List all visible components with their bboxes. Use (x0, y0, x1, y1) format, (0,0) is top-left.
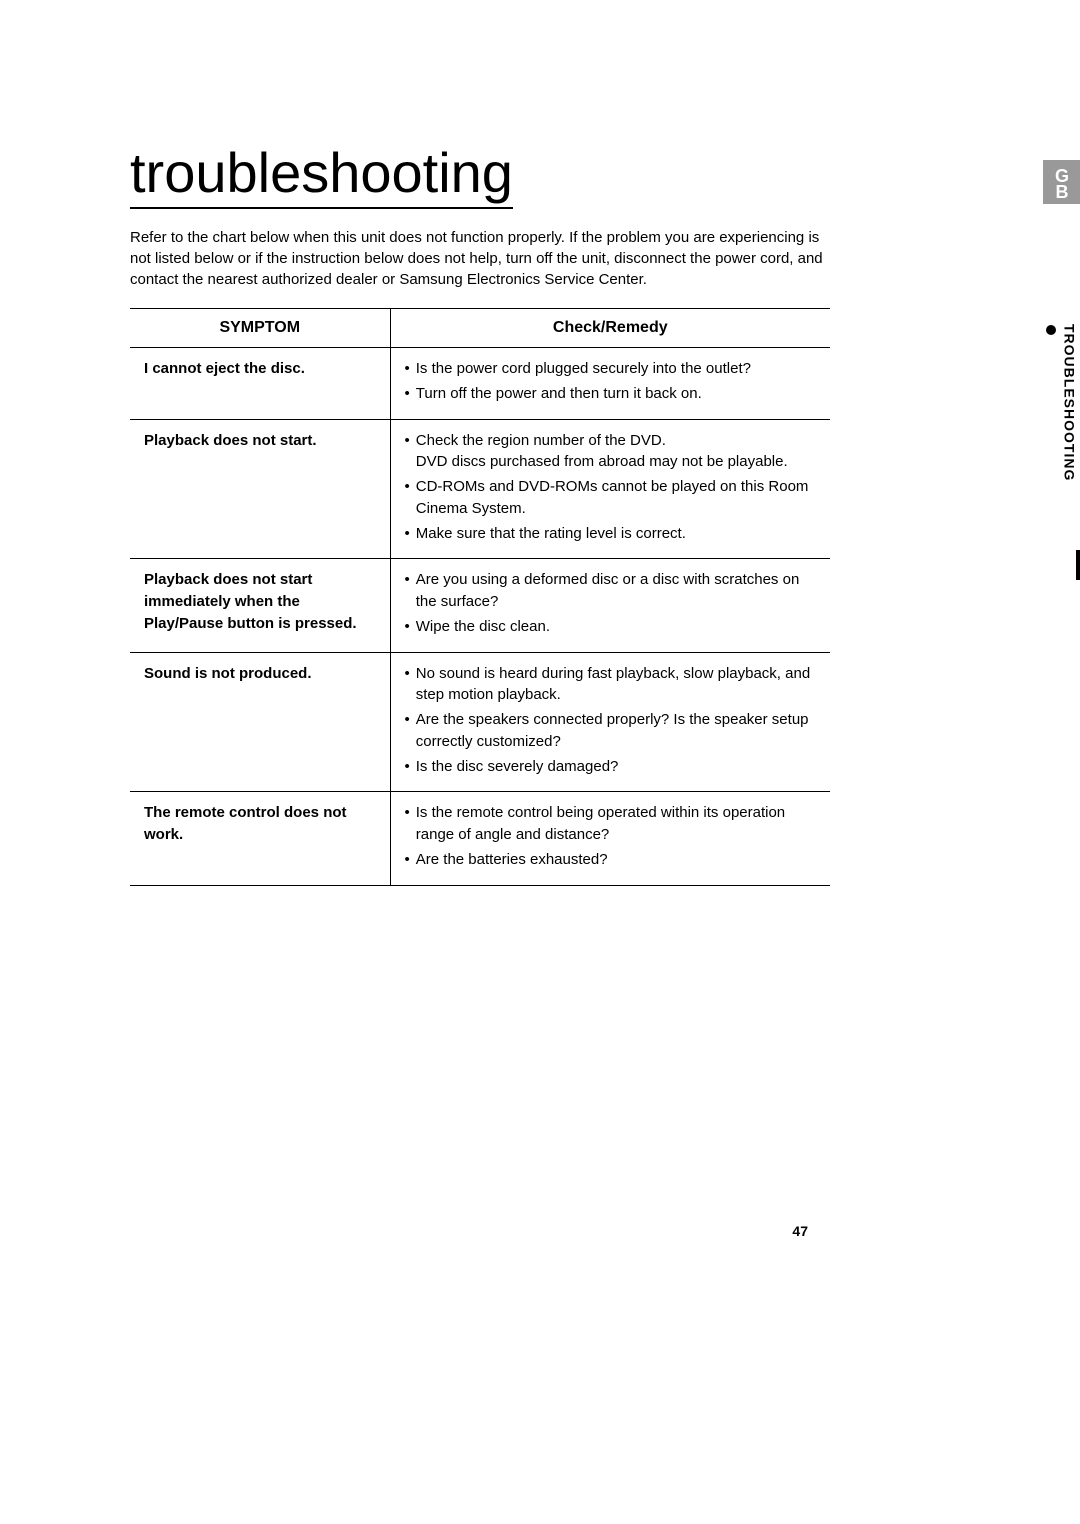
remedy-item: •Is the remote control being operated wi… (405, 802, 817, 846)
bullet-icon: • (405, 430, 410, 474)
remedy-item: • Make sure that the rating level is corr… (405, 523, 817, 545)
remedy-text: Make sure that the rating level is corre… (416, 523, 816, 545)
symptom-cell: Playback does not start. (130, 419, 390, 559)
symptom-cell: The remote control does not work. (130, 792, 390, 885)
remedy-item: • Is the disc severely damaged? (405, 756, 817, 778)
language-badge: GB (1043, 160, 1080, 204)
table-header-row: SYMPTOM Check/Remedy (130, 309, 830, 348)
bullet-icon: • (405, 709, 410, 753)
header-remedy: Check/Remedy (390, 309, 830, 348)
symptom-cell: I cannot eject the disc. (130, 348, 390, 420)
intro-paragraph: Refer to the chart below when this unit … (130, 227, 830, 290)
bullet-icon: • (405, 663, 410, 707)
remedy-text: Wipe the disc clean. (416, 616, 816, 638)
bullet-icon: • (405, 523, 410, 545)
remedy-text: Are you using a deformed disc or a disc … (416, 569, 816, 613)
remedy-text: CD-ROMs and DVD-ROMs cannot be played on… (416, 476, 816, 520)
remedy-item: • Turn off the power and then turn it bac… (405, 383, 817, 405)
remedy-item: •Are the speakers connected properly? Is… (405, 709, 817, 753)
remedy-text: Are the batteries exhausted? (416, 849, 816, 871)
remedy-item: • Wipe the disc clean. (405, 616, 817, 638)
side-marker (1076, 550, 1080, 580)
remedy-item: •CD-ROMs and DVD-ROMs cannot be played o… (405, 476, 817, 520)
remedy-cell: •Is the remote control being operated wi… (390, 792, 830, 885)
section-label: TROUBLESHOOTING (1062, 324, 1078, 481)
section-label-wrap: TROUBLESHOOTING (1046, 324, 1078, 481)
remedy-text: No sound is heard during fast playback, … (416, 663, 816, 707)
bullet-icon: • (405, 383, 410, 405)
remedy-text: Are the speakers connected properly? Is … (416, 709, 816, 753)
bullet-icon (1046, 325, 1056, 335)
table-row: Playback does not start.•Check the regio… (130, 419, 830, 559)
side-tab: GB TROUBLESHOOTING (1043, 160, 1080, 481)
bullet-icon: • (405, 849, 410, 871)
remedy-item: •No sound is heard during fast playback,… (405, 663, 817, 707)
remedy-cell: •No sound is heard during fast playback,… (390, 652, 830, 792)
troubleshooting-table: SYMPTOM Check/Remedy I cannot eject the … (130, 308, 830, 886)
page-title: troubleshooting (130, 140, 513, 209)
bullet-icon: • (405, 616, 410, 638)
remedy-item: • Are the batteries exhausted? (405, 849, 817, 871)
bullet-icon: • (405, 756, 410, 778)
remedy-text: Turn off the power and then turn it back… (416, 383, 816, 405)
bullet-icon: • (405, 358, 410, 380)
table-row: Sound is not produced.•No sound is heard… (130, 652, 830, 792)
remedy-text: Is the disc severely damaged? (416, 756, 816, 778)
remedy-cell: •Are you using a deformed disc or a disc… (390, 559, 830, 652)
bullet-icon: • (405, 802, 410, 846)
remedy-cell: • Is the power cord plugged securely into… (390, 348, 830, 420)
remedy-item: •Are you using a deformed disc or a disc… (405, 569, 817, 613)
remedy-text: Is the remote control being operated wit… (416, 802, 816, 846)
table-row: Playback does not start immediately when… (130, 559, 830, 652)
remedy-cell: •Check the region number of the DVD.DVD … (390, 419, 830, 559)
bullet-icon: • (405, 476, 410, 520)
page-number: 47 (792, 1223, 808, 1239)
table-row: I cannot eject the disc. • Is the power co… (130, 348, 830, 420)
remedy-text: Check the region number of the DVD.DVD d… (416, 430, 816, 474)
header-symptom: SYMPTOM (130, 309, 390, 348)
remedy-item: •Check the region number of the DVD.DVD … (405, 430, 817, 474)
symptom-cell: Playback does not start immediately when… (130, 559, 390, 652)
bullet-icon: • (405, 569, 410, 613)
remedy-text: Is the power cord plugged securely into … (416, 358, 816, 380)
symptom-cell: Sound is not produced. (130, 652, 390, 792)
table-row: The remote control does not work.•Is the… (130, 792, 830, 885)
remedy-item: • Is the power cord plugged securely into… (405, 358, 817, 380)
